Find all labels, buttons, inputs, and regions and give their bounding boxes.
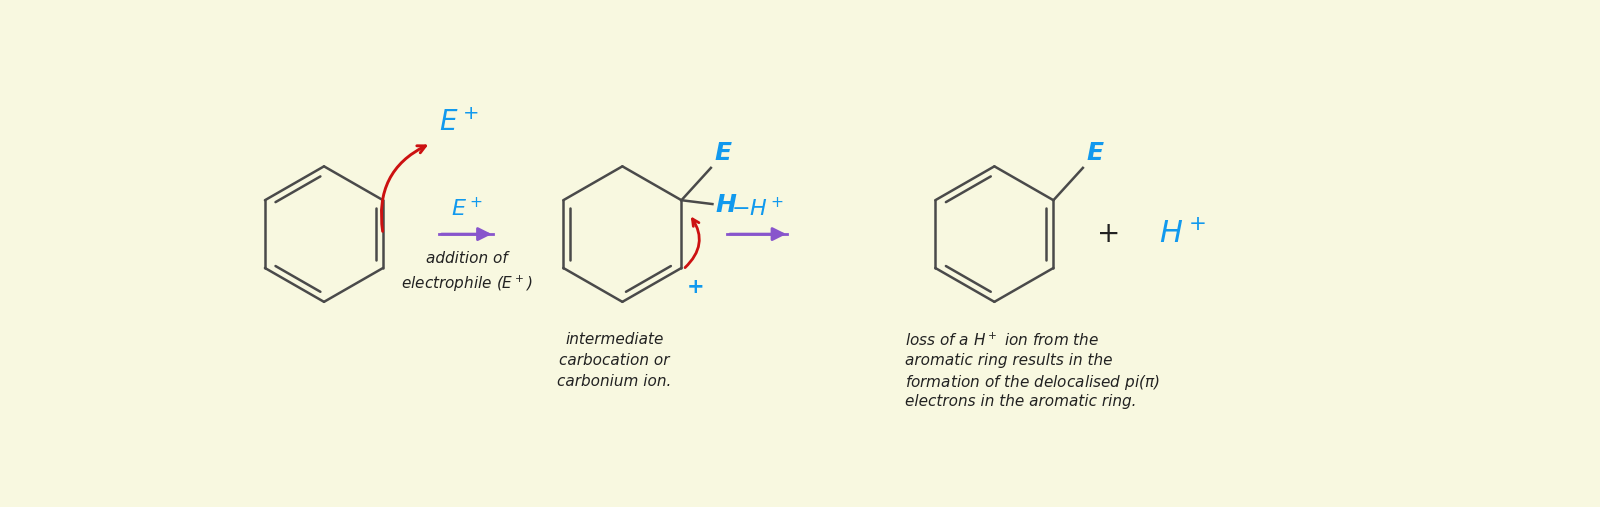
Text: $E^+$: $E^+$ bbox=[438, 109, 478, 137]
Text: aromatic ring results in the: aromatic ring results in the bbox=[906, 353, 1112, 368]
Text: +: + bbox=[1096, 220, 1120, 248]
Text: +: + bbox=[686, 277, 704, 297]
Text: $H^+$: $H^+$ bbox=[1160, 220, 1206, 249]
Text: carbocation or: carbocation or bbox=[560, 353, 670, 368]
Text: electrophile ($E^+$): electrophile ($E^+$) bbox=[400, 274, 533, 295]
Text: E: E bbox=[714, 141, 731, 165]
Text: $E^+$: $E^+$ bbox=[451, 197, 483, 220]
Text: E: E bbox=[1086, 141, 1102, 165]
Text: loss of a $H^+$ ion from the: loss of a $H^+$ ion from the bbox=[906, 332, 1099, 349]
Text: formation of the delocalised pi($\pi$): formation of the delocalised pi($\pi$) bbox=[906, 374, 1160, 392]
Text: carbonium ion.: carbonium ion. bbox=[557, 374, 672, 389]
Text: H: H bbox=[715, 193, 736, 217]
Text: electrons in the aromatic ring.: electrons in the aromatic ring. bbox=[906, 394, 1136, 409]
Text: intermediate: intermediate bbox=[565, 332, 664, 347]
Text: $-H^+$: $-H^+$ bbox=[731, 197, 784, 220]
Text: addition of: addition of bbox=[426, 251, 507, 266]
